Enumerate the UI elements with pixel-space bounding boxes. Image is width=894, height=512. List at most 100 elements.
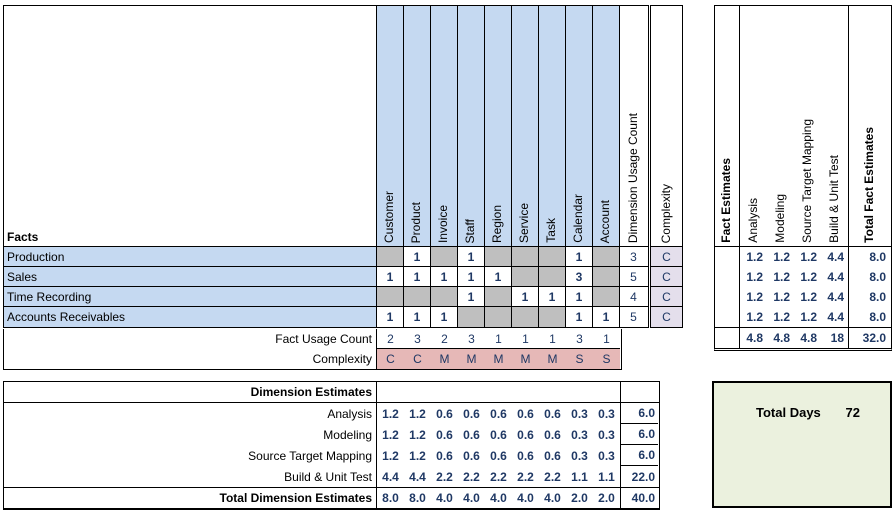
fe-row-total-cell[interactable]: 8.0 — [848, 307, 890, 327]
de-value-cell[interactable]: 1.2 — [409, 427, 426, 442]
dimension-usage-count-cell[interactable]: 5 — [619, 267, 647, 286]
de-value-cell[interactable]: 2.2 — [517, 469, 534, 484]
dimension-header-cell[interactable]: Invoice — [430, 6, 457, 246]
fact-usage-value-cell[interactable]: 1 — [549, 331, 556, 346]
fe-value-cell[interactable]: 1.2 — [773, 290, 790, 304]
fact-usage-value-cell[interactable]: 3 — [576, 331, 583, 346]
de-value-cell[interactable]: 0.3 — [571, 427, 588, 442]
fe-total-value-cell[interactable]: 18 — [830, 331, 844, 345]
fact-complexity-cell[interactable]: C — [651, 287, 682, 307]
matrix-cell[interactable] — [511, 247, 538, 266]
de-value-cell[interactable]: 0.6 — [544, 427, 561, 442]
fact-complexity-cell[interactable]: C — [651, 307, 682, 327]
dimension-header-cell[interactable]: Region — [484, 6, 511, 246]
matrix-cell[interactable] — [538, 307, 565, 327]
de-value-cell[interactable]: 0.6 — [463, 448, 480, 463]
dimension-complexity-value-cell[interactable]: S — [593, 349, 620, 369]
matrix-cell[interactable]: 1 — [565, 247, 592, 266]
fact-name-cell[interactable]: Accounts Receivables — [4, 307, 376, 327]
fact-estimates-total-header-cell[interactable]: Total Fact Estimates — [848, 6, 890, 246]
de-value-cell[interactable]: 0.6 — [517, 406, 534, 421]
fact-complexity-cell[interactable]: C — [651, 267, 682, 287]
de-value-cell[interactable]: 0.6 — [544, 448, 561, 463]
dimension-complexity-value-cell[interactable]: M — [458, 349, 485, 369]
matrix-cell[interactable]: 1 — [511, 287, 538, 306]
fact-usage-value-cell[interactable]: 1 — [522, 331, 529, 346]
de-total-value-cell[interactable]: 2.0 — [598, 491, 615, 505]
dimension-header-cell[interactable]: Service — [511, 6, 538, 246]
de-value-cell[interactable]: 0.3 — [598, 427, 615, 442]
fe-row-label-cell[interactable] — [715, 247, 740, 267]
matrix-cell[interactable]: 1 — [457, 267, 484, 286]
fe-column-header-cell[interactable]: Build & Unit Test — [821, 6, 848, 246]
de-value-cell[interactable]: 0.3 — [571, 406, 588, 421]
matrix-cell[interactable] — [430, 287, 457, 306]
de-value-cell[interactable]: 4.4 — [382, 469, 399, 484]
fact-estimates-title-cell[interactable]: Fact Estimates — [715, 6, 740, 246]
fe-value-cell[interactable]: 1.2 — [746, 310, 763, 324]
matrix-cell[interactable] — [457, 307, 484, 327]
dimension-usage-count-cell[interactable]: 3 — [619, 247, 647, 266]
fe-value-cell[interactable]: 1.2 — [773, 250, 790, 264]
de-value-cell[interactable]: 0.6 — [517, 427, 534, 442]
de-total-label-cell[interactable]: Total Dimension Estimates — [4, 488, 377, 508]
dimension-complexity-label-cell[interactable]: Complexity — [4, 349, 376, 369]
dimension-header-cell[interactable]: Account — [592, 6, 619, 246]
fe-value-cell[interactable]: 4.4 — [827, 310, 844, 324]
fact-usage-value-cell[interactable]: 3 — [468, 331, 475, 346]
de-value-cell[interactable]: 0.6 — [436, 406, 453, 421]
matrix-cell[interactable]: 3 — [565, 267, 592, 286]
de-row-total-cell[interactable]: 6.0 — [620, 403, 658, 424]
fact-usage-count-label-cell[interactable]: Fact Usage Count — [4, 329, 376, 349]
fe-value-cell[interactable]: 1.2 — [773, 310, 790, 324]
matrix-cell[interactable] — [511, 307, 538, 327]
fact-usage-value-cell[interactable]: 3 — [414, 331, 421, 346]
matrix-cell[interactable]: 1 — [538, 287, 565, 306]
de-row-total-cell[interactable]: 6.0 — [620, 445, 658, 466]
de-value-cell[interactable]: 1.2 — [409, 448, 426, 463]
fact-complexity-cell[interactable]: C — [651, 247, 682, 267]
matrix-cell[interactable] — [511, 267, 538, 286]
matrix-cell[interactable]: 1 — [430, 307, 457, 327]
de-total-value-cell[interactable]: 8.0 — [382, 491, 399, 505]
de-value-cell[interactable]: 1.2 — [409, 406, 426, 421]
fact-usage-value-cell[interactable]: 2 — [441, 331, 448, 346]
fe-value-cell[interactable]: 1.2 — [800, 290, 817, 304]
matrix-cell[interactable]: 1 — [457, 287, 484, 306]
fe-value-cell[interactable]: 1.2 — [746, 290, 763, 304]
de-value-cell[interactable]: 2.2 — [436, 469, 453, 484]
de-value-cell[interactable]: 0.6 — [436, 448, 453, 463]
fe-row-label-cell[interactable] — [715, 287, 740, 307]
fe-total-value-cell[interactable]: 4.8 — [773, 331, 790, 345]
de-row-label-cell[interactable]: Source Target Mapping — [4, 445, 377, 466]
fe-value-cell[interactable]: 4.4 — [827, 270, 844, 284]
matrix-cell[interactable]: 1 — [565, 287, 592, 306]
de-grand-total-cell[interactable]: 40.0 — [620, 488, 658, 508]
de-value-cell[interactable]: 0.6 — [544, 406, 561, 421]
fe-value-cell[interactable]: 4.4 — [827, 250, 844, 264]
dimension-header-cell[interactable]: Product — [403, 6, 430, 246]
de-total-value-cell[interactable]: 4.0 — [436, 491, 453, 505]
fe-value-cell[interactable]: 4.4 — [827, 290, 844, 304]
de-value-cell[interactable]: 1.2 — [382, 427, 399, 442]
matrix-cell[interactable] — [403, 287, 430, 306]
fact-name-cell[interactable]: Production — [4, 247, 376, 266]
de-value-cell[interactable]: 0.3 — [598, 406, 615, 421]
de-value-cell[interactable]: 0.6 — [463, 427, 480, 442]
dimension-complexity-value-cell[interactable]: M — [485, 349, 512, 369]
fe-total-value-cell[interactable]: 4.8 — [800, 331, 817, 345]
usage-count-header-cell[interactable]: Dimension Usage Count — [619, 6, 647, 246]
de-row-label-cell[interactable]: Build & Unit Test — [4, 466, 377, 487]
de-total-value-cell[interactable]: 8.0 — [409, 491, 426, 505]
fe-value-cell[interactable]: 1.2 — [800, 250, 817, 264]
matrix-cell[interactable] — [484, 307, 511, 327]
fact-usage-value-cell[interactable]: 2 — [387, 331, 394, 346]
fe-row-total-cell[interactable]: 8.0 — [848, 247, 890, 267]
de-value-cell[interactable]: 0.3 — [598, 448, 615, 463]
fe-row-label-cell[interactable] — [715, 267, 740, 287]
de-value-cell[interactable]: 0.6 — [490, 448, 507, 463]
matrix-cell[interactable] — [592, 267, 619, 286]
fe-value-cell[interactable]: 1.2 — [746, 250, 763, 264]
de-value-cell[interactable]: 2.2 — [544, 469, 561, 484]
complexity-column-header-cell[interactable]: Complexity — [651, 6, 682, 247]
